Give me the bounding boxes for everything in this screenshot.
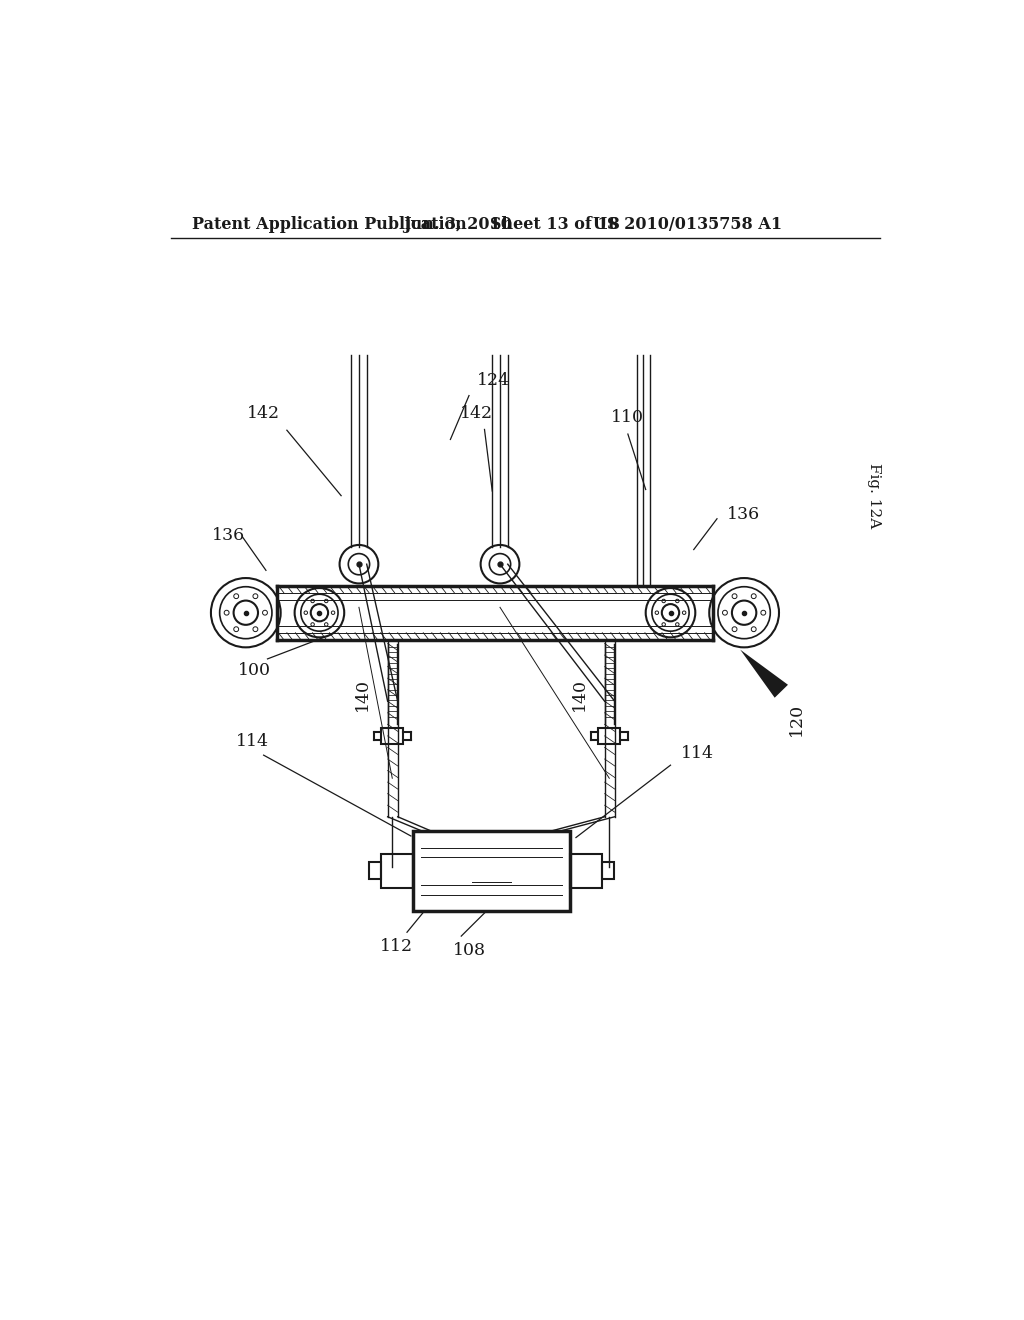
Text: Jun. 3, 2010: Jun. 3, 2010 <box>403 216 512 234</box>
Text: US 2010/0135758 A1: US 2010/0135758 A1 <box>593 216 782 234</box>
Bar <box>414 830 569 911</box>
Bar <box>602 862 614 879</box>
Text: 136: 136 <box>212 527 246 544</box>
Bar <box>381 729 403 743</box>
Text: 114: 114 <box>236 733 268 750</box>
Text: Patent Application Publication: Patent Application Publication <box>191 216 466 234</box>
Text: 112: 112 <box>380 937 414 954</box>
Text: Fig. 12A: Fig. 12A <box>867 462 882 528</box>
Text: 110: 110 <box>611 409 644 426</box>
Text: 136: 136 <box>727 506 760 523</box>
Text: Sheet 13 of 18: Sheet 13 of 18 <box>489 216 620 234</box>
Text: 120: 120 <box>787 702 805 735</box>
Text: 108: 108 <box>453 942 485 960</box>
Text: 140: 140 <box>353 678 371 710</box>
Polygon shape <box>740 649 787 698</box>
Bar <box>369 862 381 879</box>
Bar <box>598 729 621 743</box>
Text: 142: 142 <box>460 405 494 422</box>
Text: 114: 114 <box>681 744 715 762</box>
Text: 124: 124 <box>477 372 510 389</box>
Text: 140: 140 <box>570 678 588 710</box>
Bar <box>569 854 602 888</box>
Bar <box>381 854 414 888</box>
Text: 142: 142 <box>247 405 281 422</box>
Text: 100: 100 <box>238 663 270 678</box>
